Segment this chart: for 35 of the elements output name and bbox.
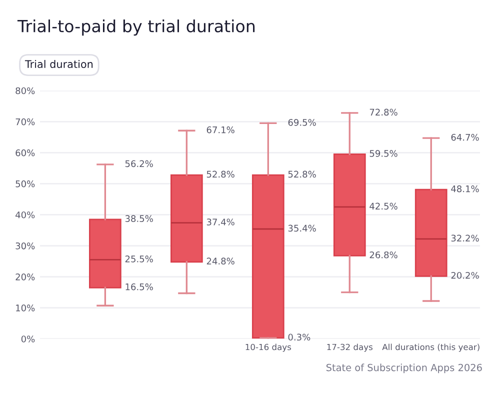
y-tick-label: 70%	[16, 118, 35, 126]
y-tick-label: 10%	[16, 304, 35, 312]
y-tick-label: 50%	[16, 180, 35, 188]
chart-title: Trial-to-paid by trial duration	[17, 20, 255, 36]
y-tick-label: 80%	[16, 87, 35, 94]
text: 59.5%	[370, 150, 398, 157]
text: 72.8%	[370, 108, 398, 116]
text: 26.8%	[370, 251, 398, 258]
text: 35.4%	[288, 224, 316, 232]
text: 64.7%	[451, 134, 479, 141]
text: 0.3%	[288, 334, 310, 341]
text: State of Subscription Apps 2026	[326, 364, 482, 374]
text: 48.1%	[451, 185, 479, 192]
y-tick-label: 30%	[16, 242, 35, 250]
y-tick-label: 0%	[21, 336, 35, 342]
text: 38.5%	[125, 215, 153, 222]
text: 25.5%	[125, 256, 153, 262]
text: 56.2%	[125, 160, 153, 168]
y-tick-label: 40%	[16, 211, 35, 218]
text: 52.8%	[206, 170, 234, 178]
text: 67.1%	[206, 126, 234, 134]
text: 24.8%	[206, 258, 234, 265]
x-tick-label: All durations (this year)	[382, 344, 480, 352]
text: 52.8%	[288, 170, 316, 178]
y-tick-label: 60%	[16, 149, 35, 156]
text: 20.2%	[451, 272, 479, 279]
text: Trial duration	[24, 60, 93, 68]
y-tick-label: 20%	[16, 274, 35, 280]
text: 42.5%	[370, 202, 398, 210]
x-tick-label: 10-16 days	[246, 344, 292, 352]
text: 16.5%	[126, 283, 153, 290]
text: 32.2%	[451, 234, 479, 242]
x-tick-label: 17-32 days	[327, 344, 372, 352]
text: 37.4%	[206, 218, 234, 226]
text: 69.5%	[288, 118, 316, 126]
